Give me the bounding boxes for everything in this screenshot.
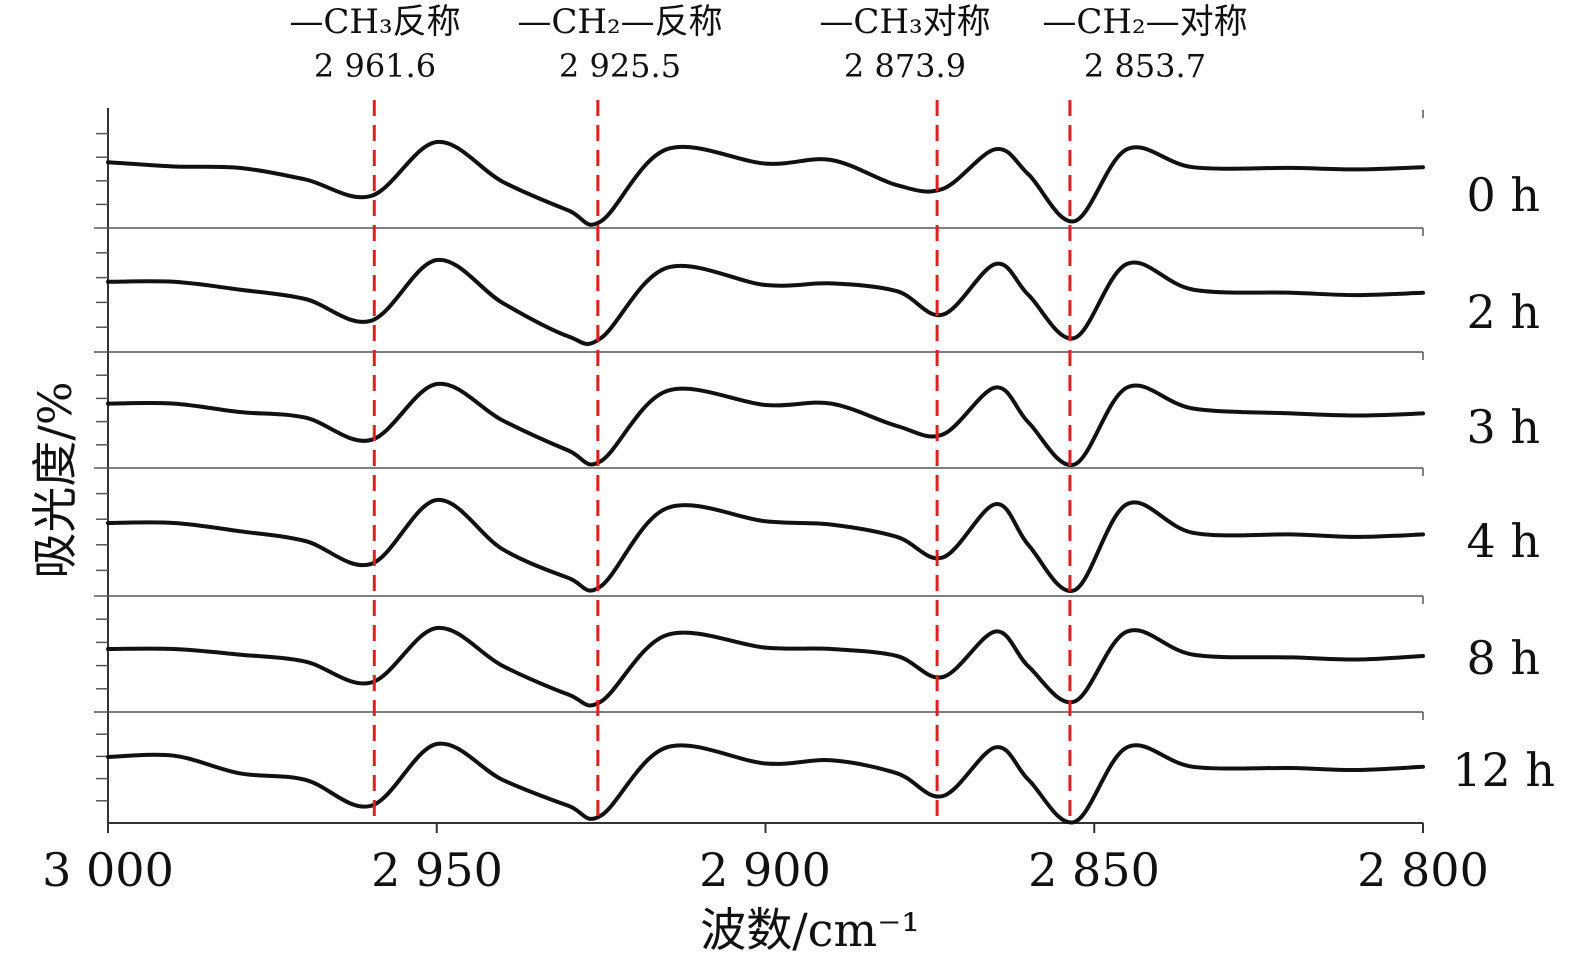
series-line bbox=[106, 139, 1425, 227]
series-label-12h: 12 h bbox=[1452, 743, 1555, 797]
series-label-3h: 3 h bbox=[1466, 400, 1540, 454]
x-tick-label: 2 800 bbox=[1357, 843, 1489, 897]
x-tick-label: 2 900 bbox=[699, 843, 831, 897]
series-line bbox=[106, 381, 1425, 468]
annotation-ch2-sym: —CH₂—对称 2 853.7 bbox=[1020, 2, 1270, 86]
series-line bbox=[106, 741, 1425, 825]
series-label-2h: 2 h bbox=[1466, 285, 1540, 339]
annotation-value: 2 961.6 bbox=[313, 47, 437, 85]
annotation-ch3-sym: —CH₃对称 2 873.9 bbox=[795, 2, 1015, 86]
series-label-8h: 8 h bbox=[1466, 631, 1540, 685]
series-label-4h: 4 h bbox=[1466, 514, 1540, 568]
annotation-value: 2 873.9 bbox=[843, 47, 967, 85]
annotation-value: 2 925.5 bbox=[558, 47, 682, 85]
annotation-label: —CH₃反称 bbox=[289, 2, 461, 42]
series-line bbox=[106, 497, 1425, 593]
annotation-value: 2 853.7 bbox=[1083, 47, 1207, 85]
x-axis-label: 波数/cm⁻¹ bbox=[700, 903, 920, 957]
x-tick-label: 2 850 bbox=[1028, 843, 1160, 897]
annotation-ch3-antisym: —CH₃反称 2 961.6 bbox=[255, 2, 495, 86]
annotation-label: —CH₂—对称 bbox=[1042, 2, 1248, 42]
series-line bbox=[106, 257, 1425, 347]
x-tick-label: 3 000 bbox=[42, 843, 174, 897]
annotation-label: —CH₂—反称 bbox=[517, 2, 723, 42]
x-tick-label: 2 950 bbox=[371, 843, 503, 897]
series-line bbox=[106, 625, 1425, 708]
series-label-0h: 0 h bbox=[1466, 168, 1540, 222]
annotation-label: —CH₃对称 bbox=[819, 2, 991, 42]
y-axis-label: 吸光度/% bbox=[28, 381, 82, 579]
annotation-ch2-antisym: —CH₂—反称 2 925.5 bbox=[490, 2, 750, 86]
